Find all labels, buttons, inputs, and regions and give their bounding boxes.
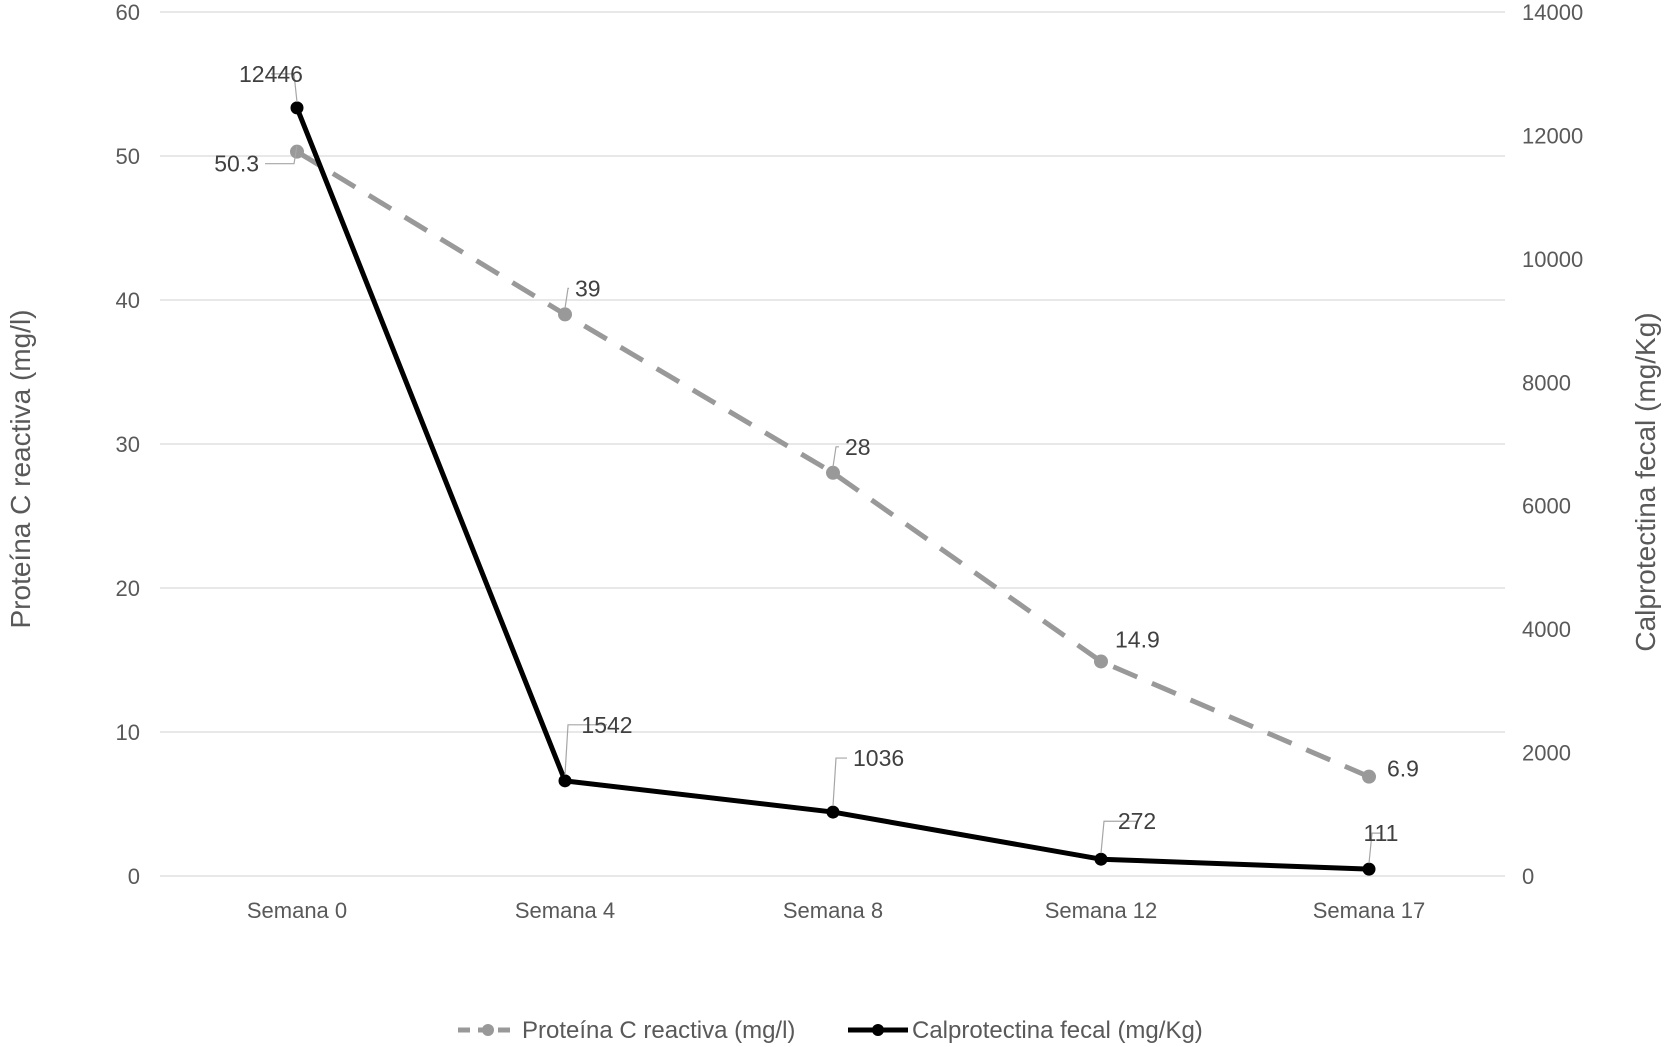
data-point — [1362, 862, 1376, 876]
series-line-1 — [294, 106, 1370, 872]
right-tick-label: 12000 — [1522, 123, 1583, 148]
data-label: 272 — [1118, 808, 1156, 834]
left-tick-label: 40 — [116, 288, 140, 313]
label-leader — [271, 73, 298, 102]
label-leader — [1368, 832, 1381, 864]
data-label: 12446 — [239, 61, 303, 87]
data-label: 28 — [845, 434, 871, 460]
data-point — [558, 307, 572, 322]
left-tick-label: 20 — [116, 576, 140, 601]
left-axis-ticks: 0 10 20 30 40 50 60 — [116, 0, 140, 889]
legend-item-proteina: Proteína C reactiva (mg/l) — [458, 1017, 795, 1044]
label-leader — [1100, 820, 1137, 854]
left-tick-label: 60 — [116, 0, 140, 25]
legend-label-proteina: Proteína C reactiva (mg/l) — [522, 1017, 795, 1044]
left-tick-label: 0 — [128, 864, 140, 889]
data-label: 6.9 — [1387, 756, 1419, 782]
data-point — [1362, 769, 1376, 784]
data-point — [290, 144, 304, 159]
label-leader — [832, 757, 847, 807]
legend-label-calprotectina: Calprotectina fecal (mg/Kg) — [912, 1017, 1203, 1044]
right-axis-ticks: 0 2000 4000 6000 8000 10000 12000 14000 — [1522, 0, 1583, 889]
x-axis-ticks: Semana 0 Semana 4 Semana 8 Semana 12 Semana … — [247, 898, 1425, 923]
left-tick-label: 50 — [116, 144, 140, 169]
data-labels: 50.3 39 28 14.9 6.9 12446 1542 1036 272 111 — [214, 61, 1419, 864]
data-point — [558, 774, 572, 788]
legend: Proteína C reactiva (mg/l) Calprotectina… — [458, 1017, 1203, 1044]
x-tick-label: Semana 17 — [1313, 898, 1426, 923]
right-tick-label: 0 — [1522, 864, 1534, 889]
series-lines — [290, 101, 1376, 876]
data-label: 1542 — [581, 712, 632, 738]
data-point — [826, 465, 840, 480]
legend-marker-calprotectina — [872, 1024, 884, 1036]
data-point — [826, 805, 840, 819]
left-tick-label: 30 — [116, 432, 140, 457]
legend-marker-proteina — [482, 1024, 494, 1036]
data-point — [290, 101, 304, 115]
data-label: 1036 — [853, 745, 904, 771]
right-tick-label: 6000 — [1522, 494, 1571, 519]
label-leader — [564, 287, 569, 309]
right-tick-label: 10000 — [1522, 247, 1583, 272]
data-point — [1094, 654, 1108, 669]
data-label: 111 — [1364, 820, 1399, 846]
label-leader — [564, 724, 607, 775]
right-tick-label: 14000 — [1522, 0, 1583, 25]
left-axis-title: Proteína C reactiva (mg/l) — [5, 310, 36, 629]
label-leader — [832, 446, 839, 467]
left-tick-label: 10 — [116, 720, 140, 745]
right-tick-label: 4000 — [1522, 617, 1571, 642]
data-point — [1094, 852, 1108, 866]
gridlines — [160, 11, 1505, 877]
data-label: 50.3 — [214, 151, 259, 177]
data-label: 39 — [575, 275, 601, 301]
x-tick-label: Semana 4 — [515, 898, 615, 923]
label-leader — [265, 145, 298, 165]
x-tick-label: Semana 12 — [1045, 898, 1158, 923]
right-tick-label: 8000 — [1522, 370, 1571, 395]
x-tick-label: Semana 0 — [247, 898, 347, 923]
x-tick-label: Semana 8 — [783, 898, 883, 923]
right-axis-title: Calprotectina fecal (mg/Kg) — [1630, 312, 1661, 651]
data-label: 14.9 — [1115, 626, 1160, 652]
legend-item-calprotectina: Calprotectina fecal (mg/Kg) — [848, 1017, 1203, 1044]
right-tick-label: 2000 — [1522, 741, 1571, 766]
